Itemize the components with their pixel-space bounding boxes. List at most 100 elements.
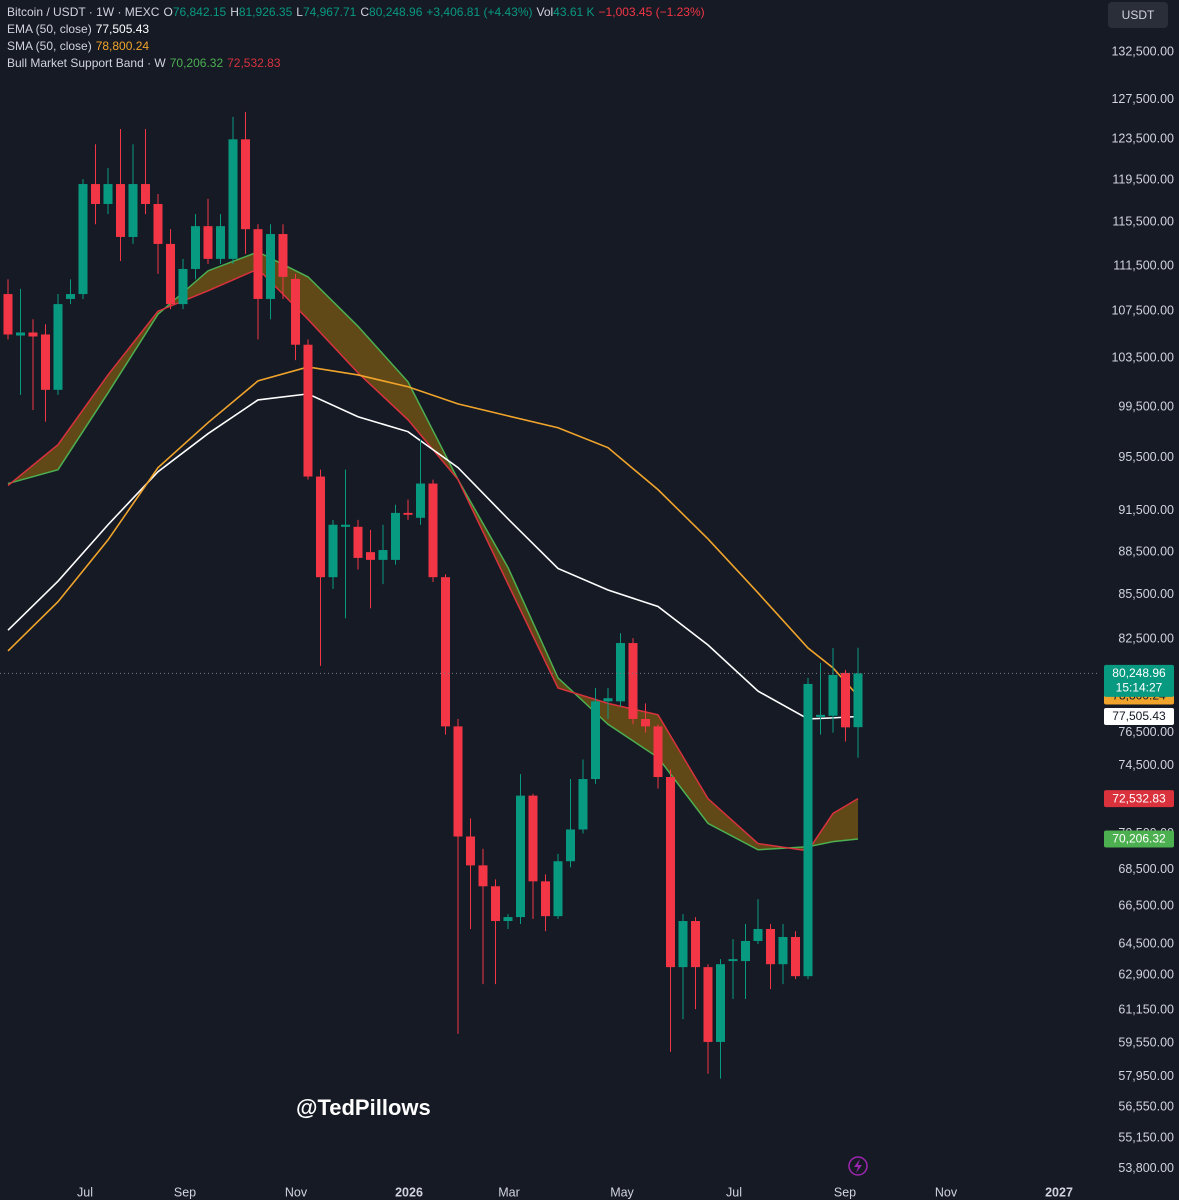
- candle-body: [328, 524, 338, 578]
- volume-label: Vol: [536, 5, 554, 19]
- candle-body: [541, 881, 550, 917]
- countdown: 15:14:27: [1116, 681, 1163, 695]
- price-tag-label: 72,532.83: [1112, 791, 1166, 805]
- candle-body: [841, 672, 850, 728]
- candle-body: [441, 577, 450, 727]
- y-tick-label: 57,950.00: [1118, 1069, 1174, 1083]
- price-tag: [1104, 790, 1174, 808]
- legend-row: Bitcoin / USDT · 1W · MEXC O76,842.15 H81,…: [7, 4, 709, 21]
- candle-body: [791, 936, 800, 977]
- candle-body: [266, 234, 275, 299]
- legend-value: 72,532.83: [227, 56, 281, 70]
- legend-value: 70,206.32: [169, 56, 224, 70]
- candle-body: [428, 483, 438, 578]
- candle-body: [66, 294, 75, 299]
- candle-body: [766, 928, 775, 965]
- change: +3,406.81 (+4.43%): [426, 5, 533, 19]
- candle-body: [728, 959, 738, 962]
- x-tick-label: Sep: [834, 1185, 856, 1199]
- candle-body: [16, 332, 25, 336]
- legend-name: EMA (50, close): [7, 22, 92, 36]
- candle-body: [591, 701, 600, 780]
- candle-body: [3, 294, 13, 335]
- legend: Bitcoin / USDT · 1W · MEXC O76,842.15 H81,…: [7, 4, 709, 72]
- candle-body: [741, 940, 750, 962]
- candle-body: [303, 344, 313, 477]
- candle-body: [391, 512, 400, 560]
- candle-body: [566, 829, 575, 862]
- y-tick-label: 85,500.00: [1118, 587, 1174, 601]
- candle-body: [641, 718, 650, 727]
- candle-body: [478, 865, 488, 887]
- y-tick-label: 123,500.00: [1111, 132, 1174, 146]
- candle-body: [153, 203, 163, 244]
- candle-body: [828, 674, 838, 716]
- indicator-line: [7, 366, 859, 697]
- y-tick-label: 59,550.00: [1118, 1035, 1174, 1049]
- candle-body: [103, 184, 113, 204]
- y-tick-label: 76,500.00: [1118, 725, 1174, 739]
- ohlc-key: C: [360, 5, 370, 19]
- ohlc-value: 74,967.71: [302, 5, 357, 19]
- candle-body: [678, 921, 688, 968]
- x-tick-label: Nov: [935, 1185, 958, 1199]
- candle-body: [216, 226, 225, 259]
- candle-body: [291, 278, 300, 345]
- candle-body: [141, 184, 150, 204]
- candle-body: [416, 483, 425, 518]
- candle-body: [316, 476, 325, 578]
- candle-body: [191, 226, 200, 269]
- candle-body: [853, 673, 863, 728]
- y-tick-label: 55,150.00: [1118, 1130, 1174, 1144]
- y-tick-label: 127,500.00: [1111, 92, 1174, 106]
- candle-body: [203, 226, 213, 259]
- y-tick-label: 132,500.00: [1111, 44, 1174, 58]
- candle-body: [378, 550, 388, 560]
- candle-body: [116, 184, 125, 237]
- candle-body: [28, 332, 38, 337]
- candle-body: [653, 726, 663, 778]
- candle-body: [666, 777, 675, 968]
- legend-row: Bull Market Support Band · W 70,206.32 72,…: [7, 55, 709, 72]
- y-tick-label: 119,500.00: [1112, 172, 1174, 186]
- candle-body: [553, 861, 563, 917]
- y-tick-label: 66,500.00: [1118, 899, 1174, 913]
- y-tick-label: 74,500.00: [1118, 758, 1174, 772]
- ohlc-key: O: [163, 5, 173, 19]
- candle-body: [691, 921, 700, 968]
- watermark: @TedPillows: [296, 1095, 431, 1120]
- candle-body: [178, 268, 188, 305]
- volume-change: −1,003.45 (−1.23%): [598, 5, 705, 19]
- ohlc-value: 80,248.96: [369, 5, 423, 19]
- y-tick-label: 115,500.00: [1112, 215, 1174, 229]
- candle-body: [503, 917, 513, 922]
- candle-body: [53, 304, 63, 390]
- y-tick-label: 103,500.00: [1111, 350, 1174, 364]
- candle-body: [241, 139, 250, 230]
- candle-body: [403, 512, 413, 515]
- candle-body: [128, 184, 138, 237]
- candle-body: [453, 726, 463, 837]
- candle-body: [778, 936, 788, 965]
- legend-name: Bull Market Support Band · W: [7, 56, 166, 70]
- currency-button[interactable]: USDT: [1108, 2, 1168, 28]
- ohlc-key: L: [296, 5, 303, 19]
- y-tick-label: 53,800.00: [1118, 1161, 1174, 1175]
- y-tick-label: 91,500.00: [1118, 503, 1174, 517]
- candle-body: [516, 795, 525, 918]
- y-tick-label: 68,500.00: [1118, 862, 1174, 876]
- y-tick-label: 82,500.00: [1118, 631, 1174, 645]
- price-tag: [1104, 664, 1174, 697]
- candle-body: [341, 524, 350, 527]
- y-tick-label: 62,900.00: [1118, 967, 1174, 981]
- candle-body: [628, 643, 638, 719]
- x-tick-label: 2026: [395, 1185, 423, 1199]
- volume: 43.61 K: [553, 5, 595, 19]
- candle-body: [578, 779, 588, 830]
- plot-area: [3, 111, 863, 1079]
- candle-body: [616, 643, 625, 702]
- lightning-icon: [848, 1156, 868, 1176]
- legend-row: SMA (50, close) 78,800.24: [7, 38, 709, 55]
